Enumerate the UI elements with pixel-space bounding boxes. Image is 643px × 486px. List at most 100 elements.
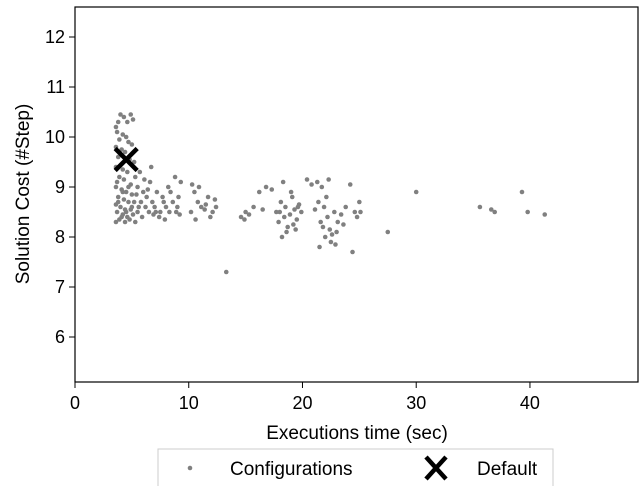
configuration-point (347, 182, 353, 187)
configuration-point (144, 194, 149, 200)
configuration-point (203, 202, 209, 207)
x-tick-label: 0 (70, 393, 80, 413)
configuration-point (119, 214, 124, 220)
configuration-point (145, 187, 151, 192)
configuration-point (121, 114, 127, 120)
configuration-point (488, 207, 494, 212)
default-point (113, 146, 139, 173)
configuration-point (196, 184, 202, 190)
configuration-point (178, 179, 184, 185)
configuration-point (193, 217, 198, 222)
configuration-point (176, 194, 181, 200)
configuration-point (358, 209, 363, 215)
configuration-point (123, 189, 129, 195)
configuration-point (277, 209, 283, 215)
configuration-point (293, 227, 298, 232)
configuration-point (158, 209, 163, 215)
configuration-point (189, 182, 195, 187)
configuration-point (251, 204, 256, 210)
configuration-point (140, 189, 146, 195)
configuration-point (276, 219, 281, 225)
configuration-point (120, 132, 126, 137)
configuration-point (319, 184, 325, 190)
configuration-point (113, 219, 119, 225)
configuration-point (354, 214, 360, 220)
configuration-point (278, 199, 284, 205)
configuration-point (115, 199, 121, 205)
y-tick-label: 11 (46, 77, 65, 97)
configuration-point (135, 209, 140, 215)
configuration-point (146, 209, 152, 215)
configuration-point (152, 204, 157, 210)
configuration-point (138, 199, 144, 205)
configuration-point (312, 207, 318, 212)
configuration-point (492, 209, 497, 215)
configuration-point (126, 184, 131, 190)
configuration-point (126, 139, 131, 145)
configuration-point (135, 184, 140, 190)
configuration-point (246, 212, 252, 217)
configuration-point (294, 217, 300, 222)
configuration-point (288, 189, 294, 195)
configuration-point (125, 119, 130, 125)
configuration-point (328, 239, 334, 245)
configuration-point (325, 214, 330, 220)
configuration-point (280, 179, 286, 185)
configuration-point (274, 209, 279, 215)
configuration-point (195, 199, 201, 205)
configuration-point (121, 197, 127, 202)
configuration-point (143, 204, 148, 210)
legend-default-label: Default (477, 459, 538, 480)
configuration-point (309, 182, 314, 187)
configuration-point (289, 194, 295, 200)
configuration-point (285, 224, 290, 230)
configuration-point (115, 119, 121, 125)
configuration-point (113, 184, 119, 190)
configuration-point (357, 199, 362, 205)
default-layer (113, 146, 139, 173)
configuration-point (117, 137, 122, 142)
configuration-point (114, 179, 120, 185)
configuration-point (525, 209, 530, 215)
configuration-point (223, 269, 229, 275)
configuration-point (130, 212, 136, 217)
configuration-point (168, 189, 173, 195)
configuration-point (256, 189, 262, 195)
configuration-point (519, 189, 525, 195)
configuration-point (113, 124, 119, 130)
y-tick-label: 7 (55, 277, 65, 297)
configuration-point (352, 209, 358, 215)
x-tick-label: 10 (179, 393, 199, 413)
configuration-point (316, 199, 321, 205)
y-tick-label: 9 (55, 177, 65, 197)
configuration-point (327, 227, 333, 232)
configuration-point (170, 199, 176, 205)
configuration-point (188, 209, 194, 215)
configuration-point (132, 174, 138, 180)
legend-configurations-marker (187, 465, 193, 471)
configuration-point (131, 199, 137, 205)
configuration-point (115, 194, 121, 200)
configuration-point (132, 219, 138, 225)
configuration-point (148, 164, 154, 170)
configuration-point (117, 174, 122, 180)
configuration-point (127, 217, 132, 222)
configuration-point (175, 204, 180, 210)
configuration-point (129, 204, 135, 210)
configuration-point (120, 167, 126, 172)
configuration-point (326, 177, 331, 182)
y-axis: 6 7 8 9 10 11 12 (45, 27, 75, 347)
configuration-point (332, 209, 337, 215)
configuration-point (338, 212, 344, 217)
configuration-point (136, 204, 141, 210)
configuration-point (304, 177, 310, 182)
configuration-point (165, 184, 171, 190)
legend-box (157, 448, 554, 486)
configuration-point (122, 149, 128, 155)
configuration-point (295, 204, 301, 210)
configuration-point (134, 192, 139, 197)
configuration-point (156, 214, 162, 220)
configuration-point (269, 187, 275, 192)
configuration-point (477, 204, 483, 210)
